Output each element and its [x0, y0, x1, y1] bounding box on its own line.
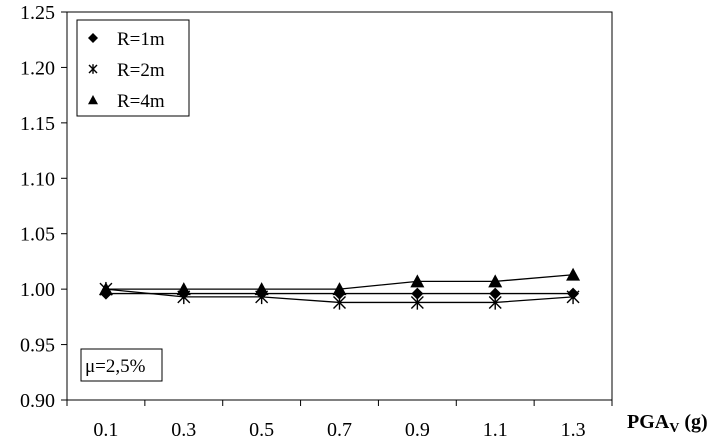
x-tick-label: 0.7 — [327, 419, 352, 441]
y-tick-label: 0.95 — [20, 335, 55, 357]
x-axis-title: PGAV (g) — [627, 411, 708, 436]
diamond-marker — [411, 287, 424, 300]
triangle-marker — [566, 267, 581, 281]
star-marker — [566, 289, 580, 305]
annotation: μ=2,5% — [80, 348, 163, 382]
x-tick-label: 0.5 — [249, 419, 274, 441]
triangle-marker — [332, 282, 347, 296]
diamond-marker — [88, 33, 98, 43]
triangle-marker — [254, 282, 269, 296]
x-tick-label: 0.9 — [405, 419, 430, 441]
y-tick-label: 1.05 — [20, 224, 55, 246]
legend-label: R=4m — [117, 91, 165, 112]
y-tick-label: 1.15 — [20, 113, 55, 135]
annotation-text: μ=2,5% — [85, 356, 146, 377]
y-tick-label: 1.25 — [20, 2, 55, 24]
legend-label: R=1m — [117, 29, 165, 50]
star-marker — [88, 64, 98, 74]
y-axis: 0.90 0.95 1.00 1.05 1.10 1.15 1.20 1.25 — [20, 2, 67, 412]
annotation-box — [80, 348, 163, 382]
y-tick-label: 0.90 — [20, 390, 55, 412]
x-axis-title-main: PGA — [627, 411, 670, 433]
triangle-marker — [176, 282, 191, 296]
diamond-marker — [489, 287, 502, 300]
y-tick-label: 1.20 — [20, 57, 55, 79]
triangle-marker — [488, 274, 503, 288]
y-tick-label: 1.10 — [20, 168, 55, 190]
x-axis: 0.1 0.3 0.5 0.7 0.9 1.1 1.3 — [66, 400, 613, 441]
y-tick-label: 1.00 — [20, 279, 55, 301]
x-axis-title-unit: (g) — [679, 411, 707, 433]
x-axis-title-subscript: V — [669, 421, 679, 436]
star-marker — [488, 295, 502, 310]
triangle-marker — [88, 95, 98, 105]
legend: R=1m R=2m R=4m — [76, 19, 190, 117]
x-tick-label: 1.1 — [483, 419, 508, 441]
x-tick-label: 0.3 — [171, 419, 196, 441]
star-marker — [410, 295, 424, 310]
triangle-marker — [98, 282, 113, 296]
legend-label: R=2m — [117, 60, 165, 81]
triangle-marker — [410, 274, 425, 288]
star-marker — [333, 295, 346, 310]
x-tick-label: 0.1 — [93, 419, 118, 441]
x-tick-label: 1.3 — [561, 419, 586, 441]
series-layer — [98, 267, 581, 310]
